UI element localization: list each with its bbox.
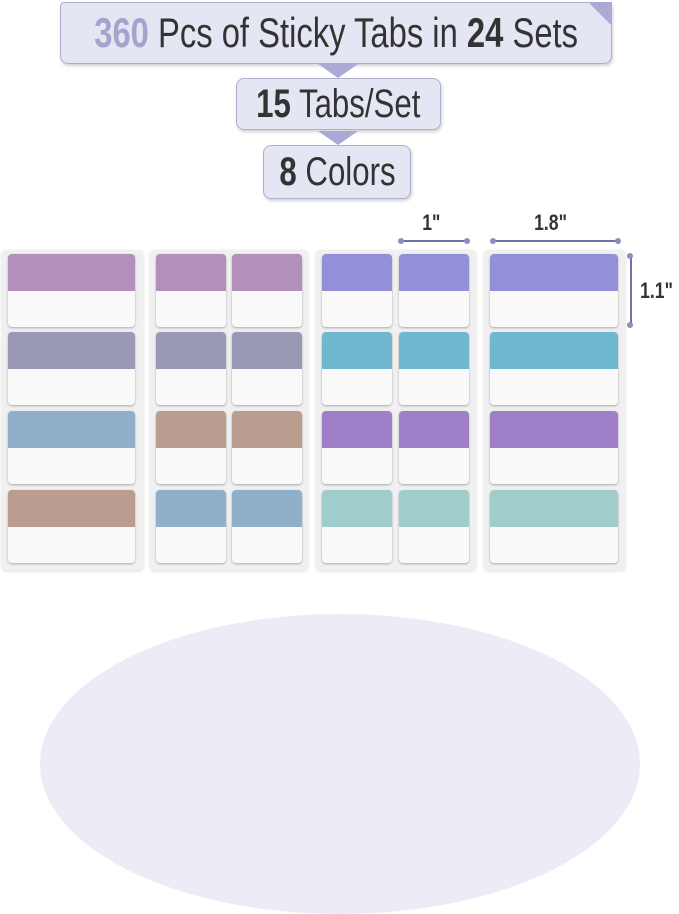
sticky-tab xyxy=(490,490,618,563)
height-line xyxy=(630,256,632,326)
sticky-tab xyxy=(8,332,135,405)
dim-dot xyxy=(464,238,470,244)
banner-text: Pcs of Sticky Tabs in xyxy=(157,9,458,56)
tab-color-strip xyxy=(399,254,469,291)
large-width-line xyxy=(493,240,618,242)
tab-color-strip xyxy=(322,490,392,527)
total-count: 360 xyxy=(94,9,149,56)
tab-color-strip xyxy=(232,254,302,291)
tab-set-card xyxy=(484,250,625,570)
colors-box: 8 Colors xyxy=(263,145,411,199)
colors-count: 8 xyxy=(278,149,297,194)
per-set-label: Tabs/Set xyxy=(299,81,421,126)
sticky-tab xyxy=(490,332,618,405)
tab-set-card xyxy=(150,250,308,570)
tab-color-strip xyxy=(322,254,392,291)
sticky-tab xyxy=(232,332,302,405)
small-width-label: 1" xyxy=(422,210,441,235)
sticky-tab xyxy=(8,254,135,327)
tab-color-strip xyxy=(399,332,469,369)
small-width-line xyxy=(401,240,467,242)
pointer-arrow xyxy=(318,64,358,78)
tab-color-strip xyxy=(490,332,618,369)
tab-color-strip xyxy=(8,411,135,448)
dim-dot xyxy=(398,238,404,244)
pointer-arrow xyxy=(318,131,358,145)
sticky-tab xyxy=(399,254,469,327)
sticky-tab xyxy=(156,490,226,563)
sticky-tab xyxy=(232,254,302,327)
sticky-tab xyxy=(8,490,135,563)
dim-dot xyxy=(627,322,633,328)
tab-color-strip xyxy=(8,332,135,369)
sticky-tab xyxy=(322,332,392,405)
tab-color-strip xyxy=(399,490,469,527)
sticky-tab xyxy=(156,254,226,327)
tab-color-strip xyxy=(232,332,302,369)
tab-color-strip xyxy=(8,490,135,527)
tab-color-strip xyxy=(322,332,392,369)
tab-color-strip xyxy=(232,411,302,448)
sticky-tab xyxy=(232,490,302,563)
tab-color-strip xyxy=(490,490,618,527)
sticky-tab xyxy=(322,254,392,327)
tab-color-strip xyxy=(8,254,135,291)
tabs-per-set-box: 15 Tabs/Set xyxy=(236,78,441,130)
tab-color-strip xyxy=(399,411,469,448)
tab-set-card xyxy=(2,250,143,570)
sticky-tab xyxy=(399,332,469,405)
tab-set-card xyxy=(316,250,476,570)
sticky-tab xyxy=(399,411,469,484)
per-set-count: 15 xyxy=(256,81,292,126)
tab-color-strip xyxy=(156,411,226,448)
title-banner: 360 Pcs of Sticky Tabs in 24 Sets xyxy=(60,2,612,64)
corner-fold xyxy=(588,2,612,26)
tab-color-strip xyxy=(156,490,226,527)
dim-dot xyxy=(627,253,633,259)
sticky-tab xyxy=(322,490,392,563)
tab-color-strip xyxy=(490,254,618,291)
tab-color-strip xyxy=(156,332,226,369)
colors-label: Colors xyxy=(304,149,396,194)
sticky-tab xyxy=(490,411,618,484)
sticky-tab xyxy=(232,411,302,484)
sets-label: Sets xyxy=(512,9,578,56)
large-width-label: 1.8" xyxy=(534,210,567,235)
sticky-tab xyxy=(490,254,618,327)
tab-color-strip xyxy=(322,411,392,448)
sticky-tab xyxy=(8,411,135,484)
tab-color-strip xyxy=(490,411,618,448)
sticky-tab xyxy=(156,411,226,484)
dim-dot xyxy=(615,238,621,244)
tab-color-strip xyxy=(156,254,226,291)
sticky-tab xyxy=(156,332,226,405)
tab-color-strip xyxy=(232,490,302,527)
sticky-tab xyxy=(322,411,392,484)
dim-dot xyxy=(490,238,496,244)
sets-count: 24 xyxy=(466,9,504,56)
sticky-tab xyxy=(399,490,469,563)
height-label: 1.1" xyxy=(640,278,673,303)
bottom-arc xyxy=(40,614,640,914)
